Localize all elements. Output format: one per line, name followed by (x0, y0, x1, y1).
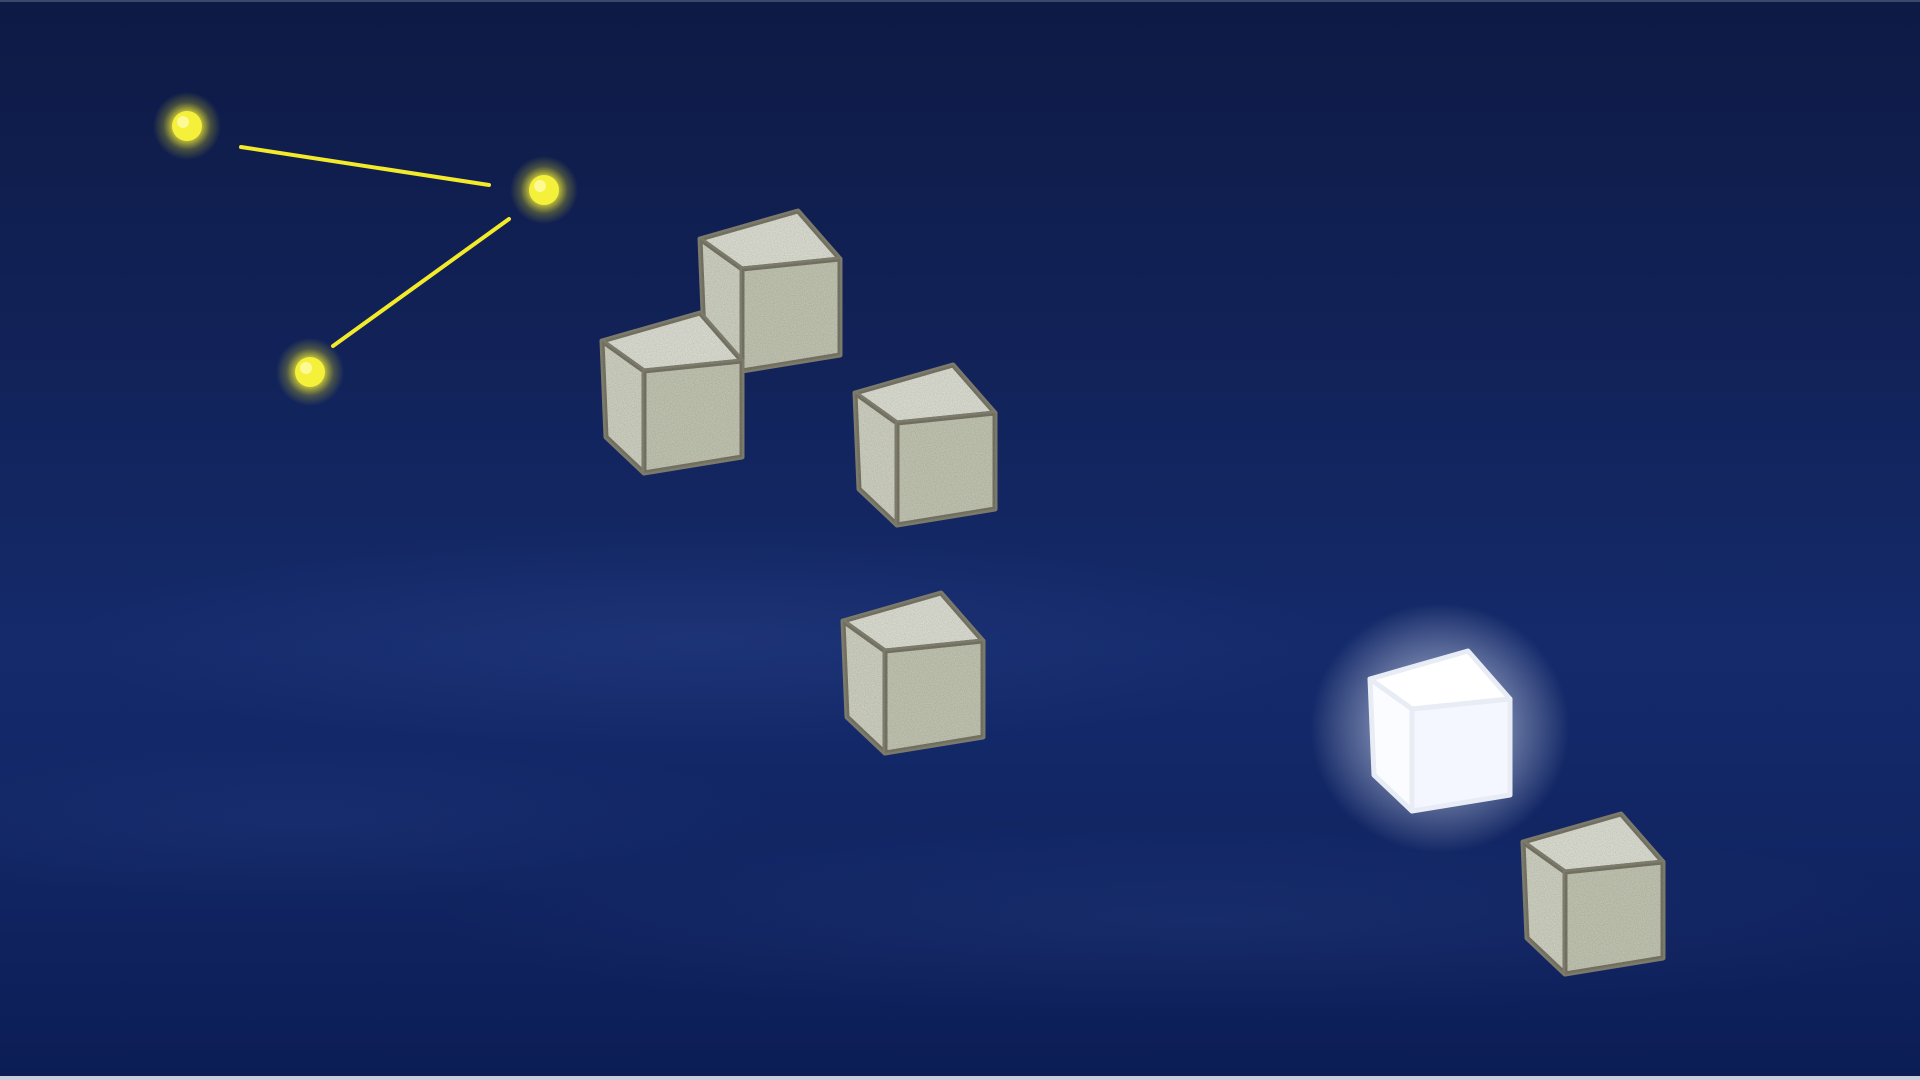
constellation-stars (153, 92, 578, 406)
cube-block-5-glowing[interactable] (1310, 603, 1570, 853)
star-dot-a-icon[interactable] (153, 92, 221, 160)
star-dot-c-icon[interactable] (276, 338, 344, 406)
cube-block-1[interactable] (697, 208, 843, 374)
constellation-links (239, 145, 511, 348)
floating-blocks (599, 208, 1666, 977)
cube-block-4[interactable] (840, 590, 986, 756)
viewport-bottom-edge (0, 1076, 1920, 1080)
constellation-link-b-c (331, 217, 511, 348)
viewport-top-edge (0, 0, 1920, 2)
cube-block-3[interactable] (852, 362, 998, 528)
cube-block-2[interactable] (599, 310, 745, 476)
star-dot-b-icon[interactable] (510, 156, 578, 224)
constellation-link-a-b (239, 145, 491, 187)
cube-block-6[interactable] (1520, 811, 1666, 977)
